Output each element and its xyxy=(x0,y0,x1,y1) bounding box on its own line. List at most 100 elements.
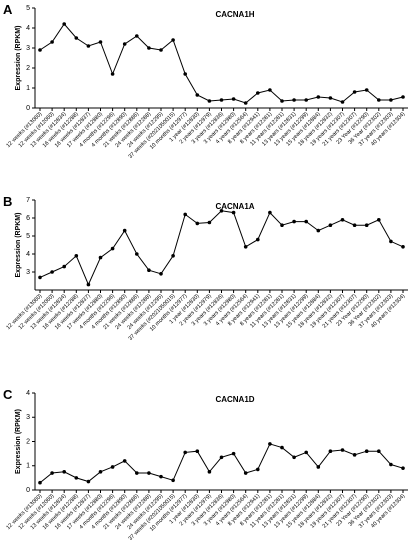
data-point xyxy=(86,44,91,48)
data-point xyxy=(389,98,393,102)
data-point xyxy=(38,275,42,280)
data-point xyxy=(389,462,393,467)
y-tick-label: 4 xyxy=(26,251,30,258)
data-point xyxy=(62,470,66,474)
data-point xyxy=(219,455,224,460)
data-point xyxy=(207,220,212,225)
data-point xyxy=(171,38,175,42)
data-point xyxy=(292,455,296,460)
chart-title: CACNA1D xyxy=(215,395,254,404)
data-point xyxy=(231,210,236,215)
data-point xyxy=(268,88,272,92)
y-tick-label: 3 xyxy=(26,269,30,276)
data-point xyxy=(38,480,42,485)
data-point xyxy=(159,474,163,479)
data-point xyxy=(401,95,405,99)
y-tick-label: 1 xyxy=(26,463,30,470)
data-point xyxy=(98,255,103,260)
y-tick-label: 5 xyxy=(26,5,30,12)
data-point xyxy=(292,98,296,102)
data-point xyxy=(86,479,91,484)
data-point xyxy=(135,471,139,475)
data-point xyxy=(147,268,151,273)
data-point xyxy=(352,453,357,457)
data-point xyxy=(219,98,224,102)
data-point xyxy=(328,96,333,100)
data-point xyxy=(255,237,260,242)
y-tick-label: 4 xyxy=(26,25,30,32)
data-point xyxy=(401,245,405,249)
y-tick-label: 2 xyxy=(26,65,30,72)
data-point xyxy=(280,223,284,227)
y-axis-label: Expression (RPKM) xyxy=(15,409,22,474)
data-point xyxy=(110,246,115,251)
data-point xyxy=(280,445,284,450)
data-point xyxy=(74,476,79,480)
data-point xyxy=(110,465,115,469)
data-point xyxy=(340,100,345,104)
data-point xyxy=(316,95,321,99)
data-point xyxy=(122,42,127,46)
panel-letter: B xyxy=(3,194,12,209)
data-point xyxy=(183,72,187,76)
y-tick-label: 6 xyxy=(26,215,30,222)
y-tick-label: 7 xyxy=(26,197,30,204)
data-point xyxy=(135,252,139,256)
data-point xyxy=(62,264,66,269)
data-point xyxy=(62,22,66,26)
data-point xyxy=(74,36,79,40)
y-tick-label: 1 xyxy=(26,85,30,92)
data-point xyxy=(352,90,357,94)
y-axis-label: Expression (RPKM) xyxy=(15,26,22,91)
y-tick-label: 5 xyxy=(26,233,30,240)
data-point xyxy=(255,467,260,472)
data-point xyxy=(292,219,296,224)
y-tick-label: 0 xyxy=(26,105,30,112)
data-point xyxy=(159,272,163,276)
data-point xyxy=(122,228,127,233)
data-point xyxy=(50,471,54,475)
data-point xyxy=(304,98,309,102)
data-point xyxy=(268,442,272,446)
series-line xyxy=(39,210,404,286)
data-point xyxy=(401,466,405,470)
data-point xyxy=(183,450,187,455)
data-point xyxy=(50,40,54,44)
y-tick-label: 3 xyxy=(26,45,30,52)
data-point xyxy=(159,48,163,52)
data-point xyxy=(207,470,212,474)
data-point xyxy=(98,470,103,474)
data-point xyxy=(231,451,236,456)
data-point xyxy=(255,91,260,95)
data-point xyxy=(364,449,369,454)
data-point xyxy=(147,471,151,475)
data-point xyxy=(219,209,224,213)
data-point xyxy=(328,223,333,227)
data-point xyxy=(243,471,248,475)
chart-title: CACNA1A xyxy=(215,202,254,211)
data-point xyxy=(316,465,321,469)
data-point xyxy=(122,459,127,463)
y-tick-label: 2 xyxy=(26,438,30,445)
data-point xyxy=(328,449,333,454)
panel-letter: A xyxy=(3,2,13,17)
data-point xyxy=(304,450,309,455)
y-tick-label: 0 xyxy=(26,487,30,494)
data-point xyxy=(268,210,272,215)
data-point xyxy=(377,218,381,222)
data-point xyxy=(352,223,357,227)
data-point xyxy=(280,99,284,103)
data-point xyxy=(195,93,200,97)
data-point xyxy=(340,218,345,222)
data-point xyxy=(231,97,236,101)
data-point xyxy=(195,449,200,454)
data-point xyxy=(171,478,175,483)
y-tick-label: 4 xyxy=(26,390,30,397)
data-point xyxy=(135,34,139,38)
data-point xyxy=(316,228,321,233)
data-point xyxy=(364,88,369,92)
data-point xyxy=(38,48,42,52)
